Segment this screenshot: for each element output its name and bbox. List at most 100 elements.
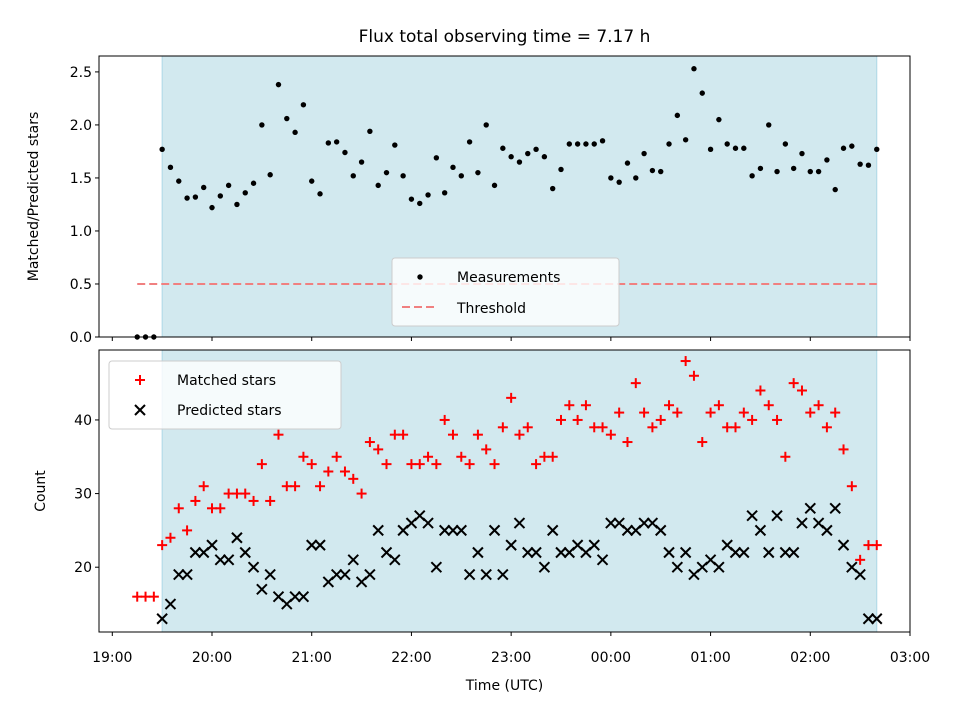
measurement-point xyxy=(707,146,714,153)
measurement-point xyxy=(400,173,406,179)
bottom-y-axis-label: Count xyxy=(33,470,49,512)
predicted-star-point xyxy=(638,517,650,529)
matched-star-point xyxy=(763,400,774,411)
matched-star-point xyxy=(514,429,525,440)
matched-star-point xyxy=(796,385,807,396)
matched-star-point xyxy=(481,444,492,455)
cross-stroke-b xyxy=(164,598,177,610)
cross-stroke-b xyxy=(438,524,451,537)
matched-star-point xyxy=(738,407,749,418)
matched-star-point xyxy=(273,429,284,440)
cross-stroke-b xyxy=(330,568,343,581)
x-tick-label: 21:00 xyxy=(292,650,332,666)
matched-star-point xyxy=(506,392,517,403)
matched-star-point xyxy=(348,473,359,484)
cross-stroke-b xyxy=(779,546,792,559)
measurement-point xyxy=(782,141,789,147)
matched-star-point xyxy=(805,407,816,418)
predicted-star-point xyxy=(754,524,767,537)
x-tick-label: 19:00 xyxy=(92,650,132,666)
predicted-star-point xyxy=(463,568,476,581)
cross-stroke-b xyxy=(679,546,692,559)
predicted-star-point xyxy=(206,539,218,551)
cross-stroke-b xyxy=(787,546,800,559)
measurement-point xyxy=(333,139,340,145)
measurement-point xyxy=(874,146,880,153)
matched-star-point xyxy=(290,481,301,492)
measurement-point xyxy=(309,178,315,184)
cross-stroke-b xyxy=(314,539,326,551)
measurement-point xyxy=(658,168,664,175)
matched-star-point xyxy=(556,414,567,425)
cross-stroke-b xyxy=(214,554,227,566)
matched-star-point xyxy=(755,385,766,396)
predicted-star-point xyxy=(347,554,359,566)
bottom-x-ticks: 19:00 20:00 21:00 22:00 23:00 00:00 01:00 02:00… xyxy=(92,632,930,666)
cross-stroke-b xyxy=(239,546,251,559)
legend-label-matched: Matched stars xyxy=(177,373,276,389)
predicted-star-point xyxy=(297,590,310,603)
y-tick-label: 0.5 xyxy=(70,277,92,293)
measurement-point xyxy=(691,66,697,72)
matched-star-point xyxy=(672,407,683,418)
measurement-point xyxy=(375,182,381,189)
cross-stroke-b xyxy=(414,509,426,522)
predicted-star-point xyxy=(729,546,742,559)
predicted-star-point xyxy=(330,568,343,581)
matched-star-point xyxy=(639,407,650,418)
measurement-point xyxy=(815,168,822,175)
predicted-star-point xyxy=(871,613,883,625)
cross-stroke-b xyxy=(339,568,351,581)
measurement-point xyxy=(832,186,838,193)
cross-stroke-b xyxy=(488,524,501,537)
measurement-point xyxy=(857,161,863,167)
matched-star-point xyxy=(821,422,832,433)
matched-star-point xyxy=(439,414,450,425)
measurement-point xyxy=(766,122,772,128)
measurement-point xyxy=(317,191,323,197)
matched-star-point xyxy=(688,370,699,381)
x-tick-label: 01:00 xyxy=(690,650,730,666)
cross-stroke-b xyxy=(588,539,600,551)
predicted-star-point xyxy=(779,546,792,559)
predicted-star-point xyxy=(738,546,750,559)
predicted-star-point xyxy=(447,524,459,537)
measurement-point xyxy=(824,157,830,163)
matched-star-point xyxy=(871,540,882,551)
predicted-star-point xyxy=(804,502,816,515)
predicted-star-point xyxy=(605,517,617,529)
predicted-star-point xyxy=(588,539,600,551)
cross-stroke-b xyxy=(871,613,883,625)
measurement-point xyxy=(508,154,514,160)
predicted-star-point xyxy=(538,561,551,573)
matched-star-point xyxy=(705,407,716,418)
measurement-point xyxy=(549,185,556,192)
cross-stroke-b xyxy=(754,524,767,537)
cross-stroke-b xyxy=(854,568,866,581)
measurement-point xyxy=(234,201,240,208)
predicted-star-point xyxy=(306,539,318,551)
measurement-point xyxy=(159,146,165,153)
predicted-star-point xyxy=(181,568,193,581)
cross-stroke-b xyxy=(721,539,733,551)
cross-stroke-b xyxy=(306,539,318,551)
matched-star-point xyxy=(364,437,375,448)
cross-stroke-b xyxy=(555,546,567,559)
measurement-point xyxy=(599,138,606,144)
measurement-point xyxy=(666,141,672,147)
y-tick-label: 1.0 xyxy=(70,224,92,240)
predicted-star-point xyxy=(663,546,675,559)
cross-stroke-b xyxy=(181,568,193,581)
matched-star-point xyxy=(182,525,193,536)
matched-star-point xyxy=(165,532,176,543)
measurement-point xyxy=(259,122,265,128)
cross-stroke-b xyxy=(738,546,750,559)
cross-stroke-b xyxy=(422,517,434,529)
measurement-point xyxy=(641,150,647,157)
matched-star-point xyxy=(464,459,475,470)
cross-stroke-b xyxy=(134,404,146,416)
measurement-point xyxy=(591,141,597,147)
measurement-point xyxy=(300,102,307,108)
predicted-star-point xyxy=(231,532,243,544)
cross-stroke-b xyxy=(247,561,260,573)
